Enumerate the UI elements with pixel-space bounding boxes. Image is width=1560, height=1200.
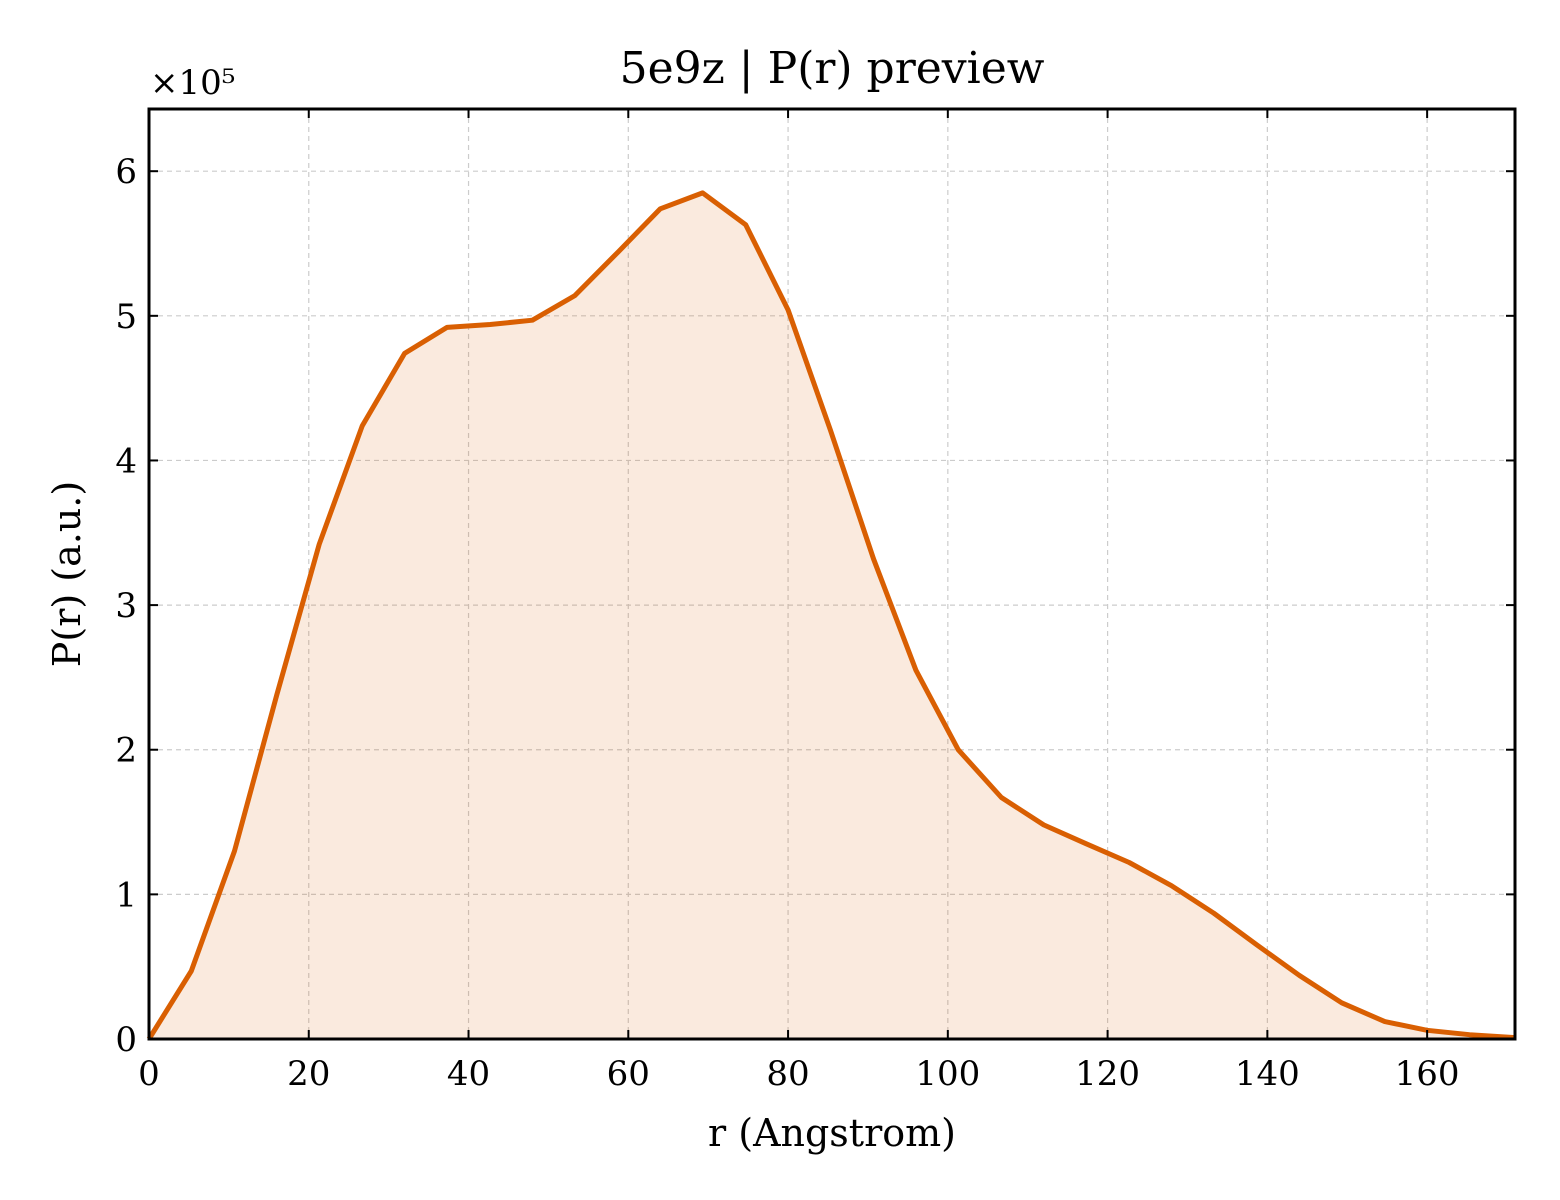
- y-tick-label: 4: [115, 441, 137, 481]
- x-tick-label: 160: [1395, 1054, 1460, 1094]
- plot-frame: [147, 107, 1517, 1041]
- chart-title: 5e9z | P(r) preview: [620, 43, 1045, 94]
- x-tick-label: 0: [138, 1054, 160, 1094]
- pr-area-fill: [149, 192, 1515, 1039]
- y-axis-label: P(r) (a.u.): [45, 481, 89, 667]
- y-tick-label: 0: [115, 1020, 137, 1060]
- x-tick-label: 40: [447, 1054, 490, 1094]
- x-tick-label: 100: [915, 1054, 980, 1094]
- y-tick-label: 6: [115, 152, 137, 192]
- x-tick-label: 140: [1235, 1054, 1300, 1094]
- x-tick-label: 80: [766, 1054, 809, 1094]
- x-axis-label: r (Angstrom): [708, 1111, 956, 1155]
- y-tick-label: 2: [115, 731, 137, 771]
- y-offset-label: ×10⁵: [150, 63, 235, 103]
- x-tick-label: 120: [1075, 1054, 1140, 1094]
- y-tick-label: 3: [115, 586, 137, 626]
- y-tick-label: 5: [115, 297, 137, 337]
- x-tick-label: 20: [287, 1054, 330, 1094]
- x-tick-label: 60: [607, 1054, 650, 1094]
- grid: [149, 109, 1515, 1039]
- y-tick-label: 1: [115, 875, 137, 915]
- tick-labels: 0 20 40 60 80 100 120 140 160 0 1 2 3 4 5 6: [115, 152, 1459, 1094]
- pr-curve-line: [146, 190, 1516, 1041]
